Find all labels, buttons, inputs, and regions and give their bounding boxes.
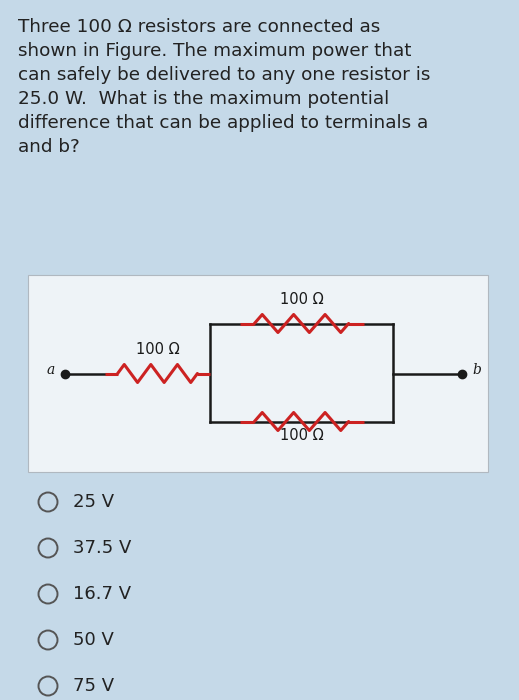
Text: 100 Ω: 100 Ω: [280, 291, 323, 307]
Text: b: b: [472, 363, 481, 377]
Text: difference that can be applied to terminals a: difference that can be applied to termin…: [18, 114, 428, 132]
Text: 50 V: 50 V: [73, 631, 114, 649]
Text: a: a: [47, 363, 55, 377]
Text: Three 100 Ω resistors are connected as: Three 100 Ω resistors are connected as: [18, 18, 380, 36]
Bar: [28, 275, 488, 472]
Text: 37.5 V: 37.5 V: [73, 539, 131, 557]
Text: can safely be delivered to any one resistor is: can safely be delivered to any one resis…: [18, 66, 430, 84]
Text: 25 V: 25 V: [73, 493, 114, 511]
Text: shown in Figure. The maximum power that: shown in Figure. The maximum power that: [18, 42, 412, 60]
Text: 16.7 V: 16.7 V: [73, 585, 131, 603]
Text: 100 Ω: 100 Ω: [135, 342, 179, 356]
Text: and b?: and b?: [18, 138, 80, 156]
Text: 25.0 W.  What is the maximum potential: 25.0 W. What is the maximum potential: [18, 90, 389, 108]
Text: 100 Ω: 100 Ω: [280, 428, 323, 442]
Text: 75 V: 75 V: [73, 677, 114, 695]
